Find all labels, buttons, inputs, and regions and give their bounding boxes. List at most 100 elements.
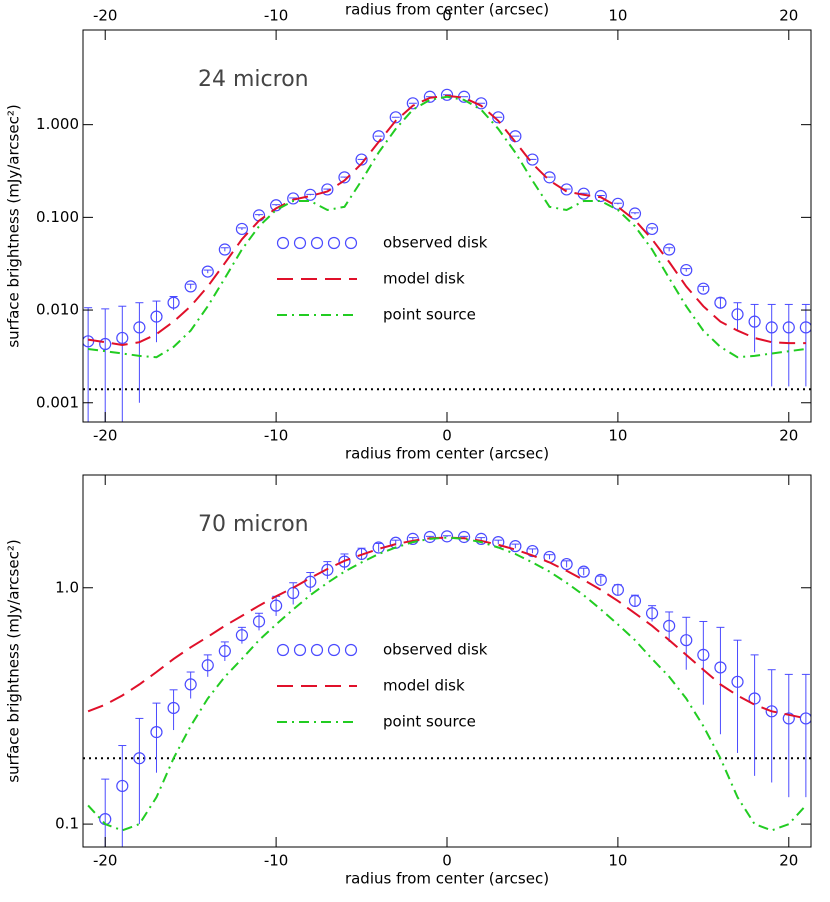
data-point <box>235 222 249 236</box>
data-point <box>526 544 539 558</box>
legend-label: observed disk <box>383 234 488 252</box>
data-point <box>663 619 676 632</box>
data-point <box>355 153 368 166</box>
plot-frame <box>82 29 812 423</box>
y-tick-label: 1.0 <box>55 578 79 596</box>
data-point <box>321 183 334 196</box>
data-point <box>697 648 710 661</box>
data-point <box>167 296 180 309</box>
data-point <box>133 752 146 765</box>
annotation: 24 micron <box>198 67 309 92</box>
y-axis-label: surface brightness (mJy/arcsec²) <box>5 104 23 347</box>
data-point <box>748 692 761 705</box>
x-tick-label: 20 <box>779 427 798 445</box>
y-tick-label: 1.000 <box>36 115 79 133</box>
top-x-tick-label: -10 <box>264 7 289 25</box>
x-tick-label: 10 <box>608 427 627 445</box>
data-point <box>355 547 368 561</box>
y-tick-label: 0.001 <box>36 393 79 411</box>
legend-symbol <box>310 236 324 250</box>
legend-symbol <box>327 643 341 657</box>
data-point <box>218 243 231 256</box>
data-point <box>201 659 214 672</box>
data-point <box>475 532 488 545</box>
x-axis-label: radius from center (arcsec) <box>345 870 549 888</box>
data-point <box>270 599 283 612</box>
legend-label: point source <box>383 713 476 731</box>
data-point <box>526 153 539 166</box>
data-point <box>680 634 693 647</box>
legend-label: observed disk <box>383 641 488 659</box>
top-x-tick-label: 10 <box>608 7 627 25</box>
data-point <box>201 265 214 278</box>
data-point <box>218 644 231 658</box>
data-point <box>577 565 590 578</box>
data-point <box>765 321 778 334</box>
legend-symbol <box>293 236 307 250</box>
top-x-tick-label: 20 <box>779 7 798 25</box>
y-axis-label: surface brightness (mJy/arcsec²) <box>5 539 23 782</box>
data-point <box>509 540 522 553</box>
data-point <box>304 188 317 201</box>
series-line <box>87 536 807 832</box>
data-point <box>235 629 249 642</box>
data-point <box>799 321 811 334</box>
data-point <box>714 661 727 674</box>
data-point <box>543 171 556 184</box>
x-axis-label: radius from center (arcsec) <box>345 445 549 463</box>
data-point <box>389 111 402 124</box>
series-line <box>87 536 807 720</box>
x-tick-label: -20 <box>93 852 118 870</box>
legend-label: model disk <box>383 677 465 695</box>
plot-area <box>83 530 811 847</box>
legend-symbol <box>276 643 290 657</box>
y-tick-label: 0.010 <box>36 301 79 319</box>
data-point <box>560 557 573 571</box>
data-point <box>628 594 642 607</box>
annotation: 70 micron <box>198 512 309 537</box>
data-point <box>645 222 659 236</box>
data-point <box>406 97 419 110</box>
legend-label: point source <box>383 306 476 324</box>
x-tick-label: 10 <box>608 852 627 870</box>
plot-frame <box>82 474 812 848</box>
y-tick-label: 0.1 <box>55 815 79 833</box>
data-point <box>697 282 710 295</box>
x-tick-label: 0 <box>442 852 452 870</box>
x-tick-label: -10 <box>264 852 289 870</box>
data-point <box>782 321 795 334</box>
data-point <box>663 243 676 256</box>
x-tick-label: -20 <box>93 427 118 445</box>
data-point <box>321 563 334 577</box>
data-point <box>594 189 607 203</box>
legend-symbol <box>344 643 358 657</box>
data-point <box>765 705 778 718</box>
data-point <box>99 337 112 351</box>
data-point <box>133 321 146 334</box>
data-point <box>714 296 727 309</box>
legend-symbol <box>276 236 290 250</box>
data-point <box>167 701 180 715</box>
x-tick-label: -10 <box>264 427 289 445</box>
data-point <box>338 555 351 568</box>
data-point <box>799 712 811 725</box>
data-point <box>116 331 129 345</box>
x-tick-label: 20 <box>779 852 798 870</box>
data-point <box>252 615 266 628</box>
top-x-axis-label: radius from center (arcsec) <box>345 1 549 19</box>
data-point <box>748 315 761 328</box>
data-point <box>492 111 505 124</box>
data-point <box>628 207 642 220</box>
data-point <box>680 263 693 277</box>
data-point <box>594 573 607 586</box>
top-x-tick-label: -20 <box>93 7 118 25</box>
data-point <box>338 171 351 184</box>
data-point <box>184 678 197 691</box>
data-point <box>731 308 744 321</box>
series-line <box>87 95 807 359</box>
plot-area <box>83 88 811 422</box>
data-point <box>560 183 573 196</box>
data-point <box>731 675 744 688</box>
